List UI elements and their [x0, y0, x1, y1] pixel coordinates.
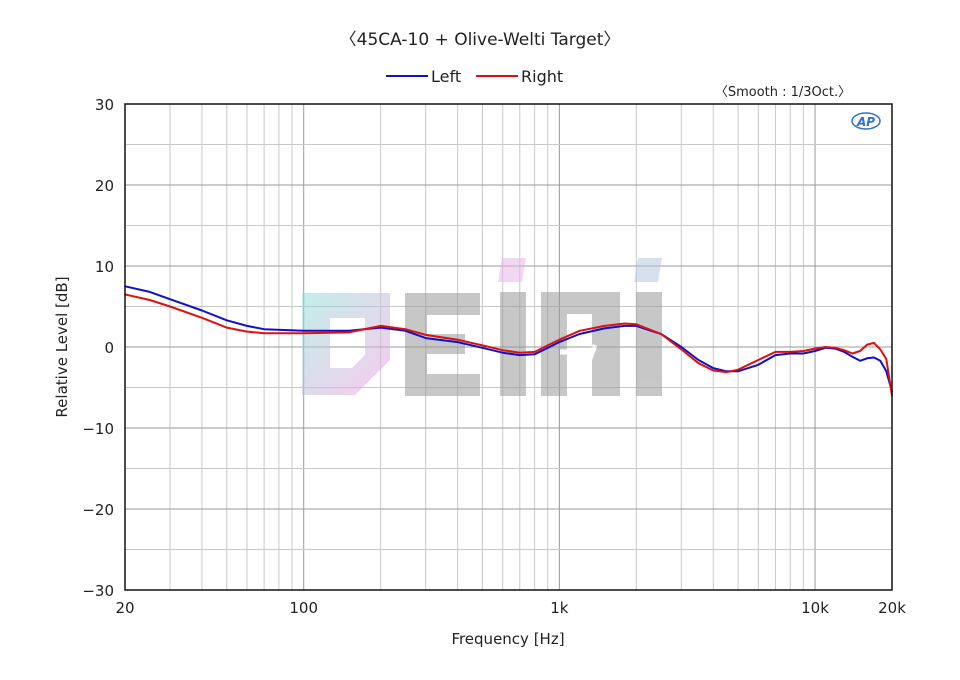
y-tick-label: −30 [82, 582, 114, 600]
watermark-block [405, 293, 480, 315]
series-line-left [124, 285, 893, 393]
watermark-dot [498, 258, 526, 282]
y-tick-label: −10 [82, 420, 114, 438]
y-axis-label: Relative Level [dB] [53, 276, 71, 417]
x-tick-label: 20 [115, 599, 134, 617]
watermark-dot [634, 258, 662, 282]
ap-logo-text: AP [856, 115, 875, 129]
series-line-right [124, 293, 893, 397]
y-tick-label: 10 [95, 258, 114, 276]
plot-frame [124, 103, 893, 591]
y-tick-label: 20 [95, 177, 114, 195]
x-axis-label: Frequency [Hz] [451, 630, 564, 648]
watermark-logo [302, 258, 662, 396]
watermark-wave [560, 344, 598, 379]
watermark-block [405, 374, 480, 396]
legend-label-left: Left [431, 67, 461, 86]
x-tick-label: 100 [289, 599, 318, 617]
chart-title: 〈45CA-10 + Olive-Welti Target〉 [340, 30, 621, 50]
y-tick-label: 0 [104, 339, 114, 357]
legend: Left Right [386, 67, 563, 86]
x-tick-label: 1k [550, 599, 569, 617]
watermark-block [541, 292, 620, 314]
x-tick-label: 20k [878, 599, 906, 617]
watermark-block [500, 292, 526, 396]
curves [124, 285, 893, 397]
watermark-block [636, 292, 662, 396]
ap-logo-icon: AP [851, 112, 881, 130]
y-axis-ticks: 30 20 10 0 −10 −20 −30 [82, 96, 114, 600]
ap-logo-ring [851, 112, 881, 130]
y-tick-label: −20 [82, 501, 114, 519]
smoothing-note: 〈Smooth : 1/3Oct.〉 [715, 85, 851, 100]
x-axis-ticks: 20 100 1k 10k 20k [115, 599, 906, 617]
x-tick-label: 10k [801, 599, 829, 617]
watermark-shape [302, 293, 390, 395]
legend-label-right: Right [521, 67, 563, 86]
y-tick-label: 30 [95, 96, 114, 114]
